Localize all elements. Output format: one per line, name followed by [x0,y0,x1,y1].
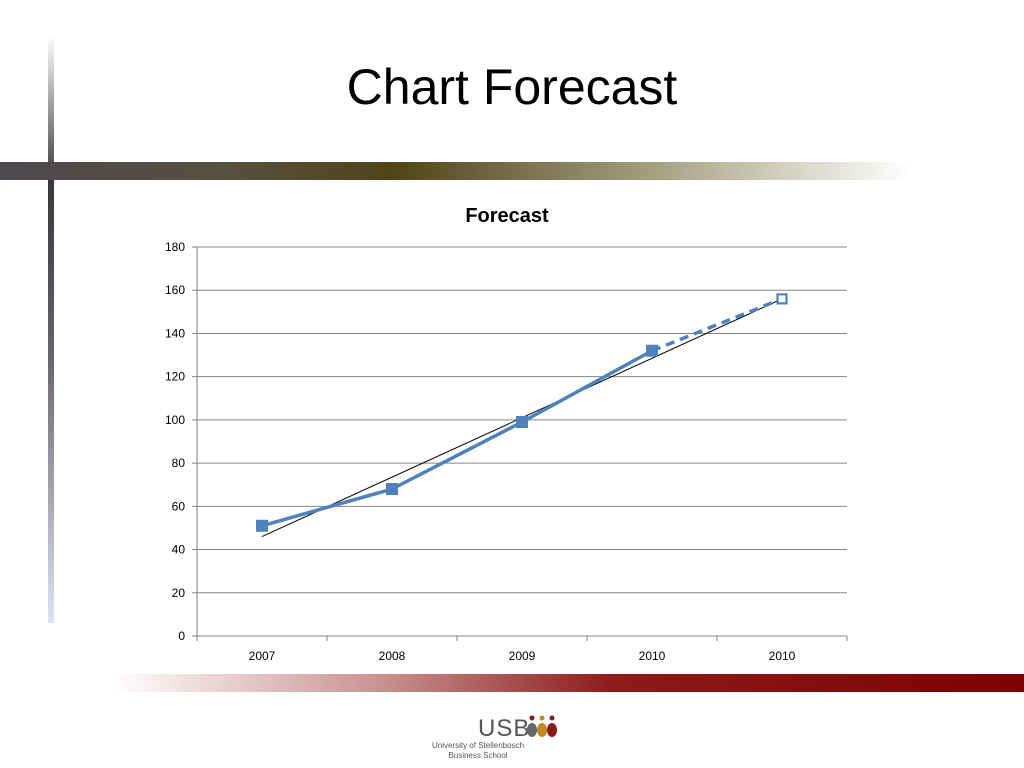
forecast-line [651,297,783,353]
chart-axes [192,246,848,641]
data-marker [386,483,398,496]
chart-gridlines [197,246,847,637]
y-tick-label: 180 [165,240,185,254]
y-tick-label: 0 [178,629,185,643]
y-tick-label: 100 [165,413,185,427]
x-tick-label: 2010 [769,649,796,663]
x-tick-label: 2010 [639,649,666,663]
x-tick-label: 2009 [509,649,536,663]
data-marker [646,344,658,357]
y-tick-label: 20 [172,586,186,600]
title-divider-bar [0,162,912,180]
y-tick-label: 80 [172,456,186,470]
actual-line [261,349,653,528]
x-axis-tick-labels: 2007 2008 2009 2010 2010 [249,649,796,663]
logo-subtitle-line2: Business School [448,751,508,760]
series-markers [256,293,788,532]
forecast-marker [776,293,788,305]
data-marker [256,519,268,532]
x-tick-label: 2007 [249,649,276,663]
series-lines [261,297,783,528]
logo-subtitle: University of Stellenbosch Business Scho… [430,741,526,761]
slide-title: Chart Forecast [346,59,678,115]
logo-wordmark: USB [478,715,531,742]
footer-accent-bar [110,674,1024,692]
y-axis-tick-labels: 0 20 40 60 80 100 120 140 160 180 [165,240,185,643]
usb-logo: USB University of Stellenbosch Business … [430,712,570,762]
logo-dots-icon [527,715,557,737]
y-tick-label: 140 [165,326,185,340]
y-tick-label: 40 [172,543,186,557]
data-marker [516,416,528,429]
logo-subtitle-line1: University of Stellenbosch [431,741,525,750]
chart-title: Forecast [465,205,549,227]
y-tick-label: 60 [172,499,186,513]
y-tick-label: 160 [165,283,185,297]
x-tick-label: 2008 [379,649,406,663]
y-tick-label: 120 [165,370,185,384]
vertical-accent-bar [48,35,54,623]
